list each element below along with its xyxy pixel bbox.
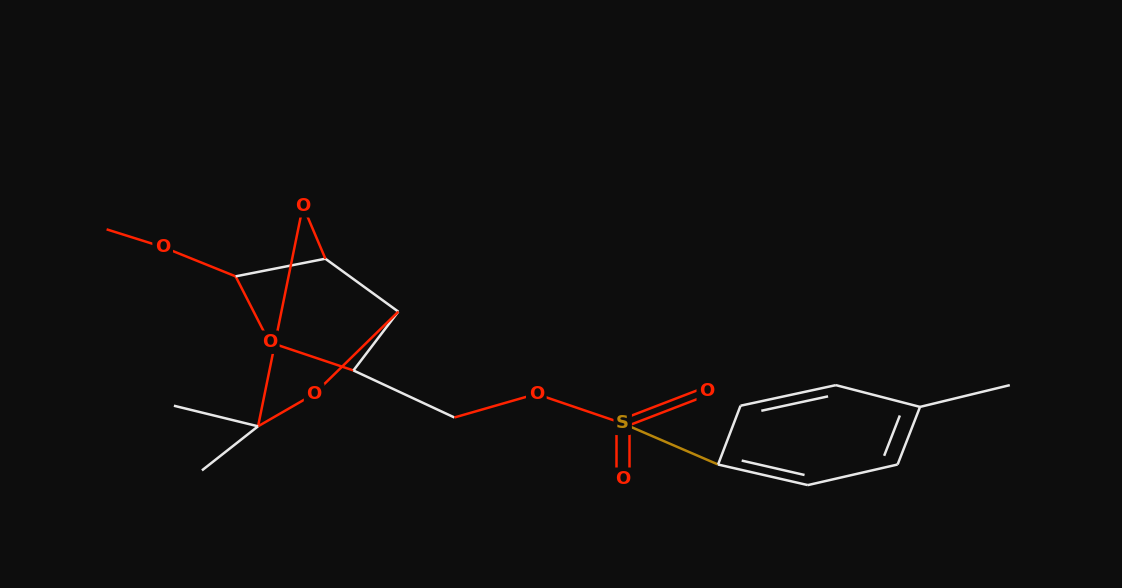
Text: O: O <box>615 470 631 488</box>
Text: O: O <box>528 385 544 403</box>
Text: O: O <box>306 385 322 403</box>
Text: O: O <box>295 197 311 215</box>
Text: O: O <box>699 382 715 400</box>
Text: O: O <box>155 238 171 256</box>
Text: S: S <box>616 415 629 432</box>
Text: O: O <box>261 333 277 351</box>
